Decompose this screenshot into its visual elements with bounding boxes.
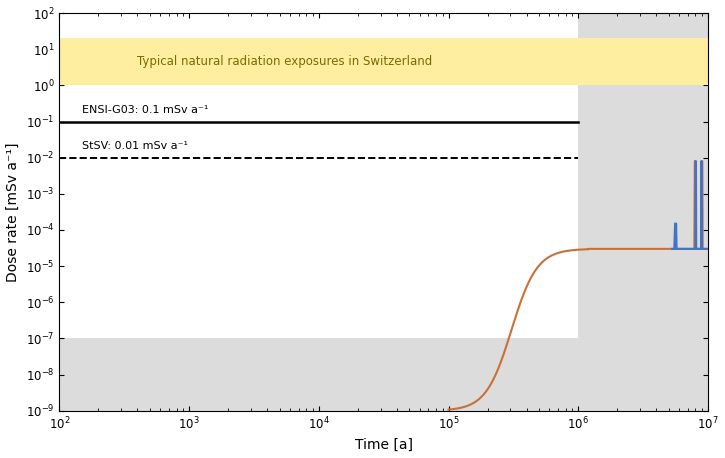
Text: Typical natural radiation exposures in Switzerland: Typical natural radiation exposures in S…: [138, 55, 433, 68]
Y-axis label: Dose rate [mSv a⁻¹]: Dose rate [mSv a⁻¹]: [7, 142, 20, 282]
Bar: [59, 13, 579, 338]
X-axis label: Time [a]: Time [a]: [355, 438, 413, 452]
Text: ENSI-G03: 0.1 mSv a⁻¹: ENSI-G03: 0.1 mSv a⁻¹: [82, 105, 209, 115]
Bar: [59, 38, 708, 85]
Text: StSV: 0.01 mSv a⁻¹: StSV: 0.01 mSv a⁻¹: [82, 142, 188, 151]
